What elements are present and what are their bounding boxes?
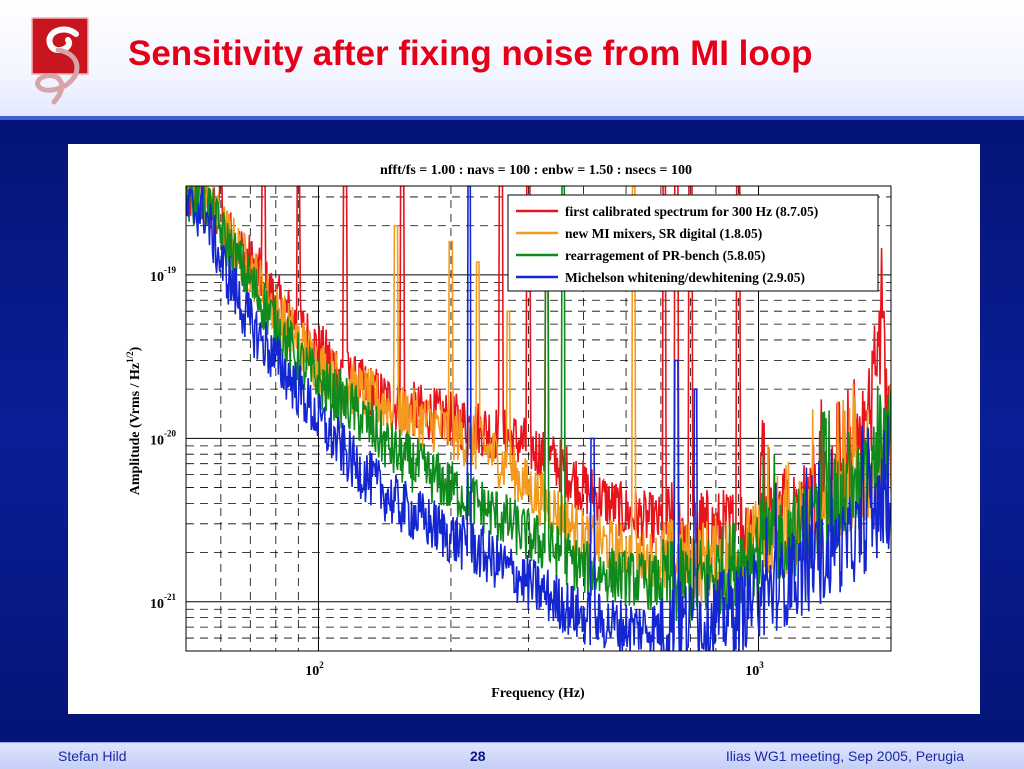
x-tick-base: 10: [745, 664, 759, 679]
sensitivity-chart: nfft/fs = 1.00 : navs = 100 : enbw = 1.5…: [125, 163, 892, 701]
y-axis-label-tail: ): [128, 346, 143, 351]
x-tick-exponent: 3: [759, 660, 764, 670]
y-tick-label: 10-21: [150, 592, 176, 612]
legend-label: new MI mixers, SR digital (1.8.05): [565, 226, 762, 241]
header-divider: [0, 116, 1024, 120]
footer-page-number: 28: [470, 748, 486, 764]
y-tick-base: 10: [150, 433, 164, 448]
x-tick-base: 10: [305, 664, 319, 679]
legend-label: Michelson whitening/dewhitening (2.9.05): [565, 270, 805, 285]
series-line-4: [186, 186, 891, 651]
g-swirl-logo-icon: [31, 17, 89, 105]
chart-series-group: [186, 186, 891, 651]
y-tick-exponent: -21: [164, 592, 176, 602]
chart-panel: nfft/fs = 1.00 : navs = 100 : enbw = 1.5…: [68, 144, 980, 714]
series-line-3: [186, 186, 891, 625]
y-tick-exponent: -19: [164, 265, 176, 275]
y-axis-label-main: Amplitude (Vrms / Hz: [128, 363, 143, 495]
legend-box: [507, 194, 879, 292]
x-axis-label: Frequency (Hz): [491, 686, 585, 701]
x-tick-label: 103: [745, 660, 764, 679]
y-tick-label: 10-19: [150, 265, 176, 285]
slide-footer: Stefan Hild 28 Ilias WG1 meeting, Sep 20…: [0, 742, 1024, 769]
x-tick-exponent: 2: [319, 660, 324, 670]
y-tick-label: 10-20: [150, 428, 176, 448]
chart-title: nfft/fs = 1.00 : navs = 100 : enbw = 1.5…: [380, 163, 692, 178]
legend-label: first calibrated spectrum for 300 Hz (8.…: [565, 204, 818, 219]
footer-event: Ilias WG1 meeting, Sep 2005, Perugia: [725, 748, 964, 764]
footer-author: Stefan Hild: [58, 748, 127, 764]
y-tick-exponent: -20: [164, 428, 176, 438]
legend-label: rearragement of PR-bench (5.8.05): [565, 248, 765, 263]
y-axis-label: Amplitude (Vrms / Hz1/2): [125, 346, 143, 495]
slide-header: Sensitivity after fixing noise from MI l…: [0, 0, 1024, 120]
plot-frame: [185, 185, 892, 652]
chart-legend: first calibrated spectrum for 300 Hz (8.…: [507, 194, 879, 292]
x-tick-label: 102: [305, 660, 324, 679]
y-tick-base: 10: [150, 270, 164, 285]
slide-title: Sensitivity after fixing noise from MI l…: [128, 34, 813, 73]
y-tick-base: 10: [150, 597, 164, 612]
y-axis-label-sup: 1/2: [125, 351, 135, 363]
